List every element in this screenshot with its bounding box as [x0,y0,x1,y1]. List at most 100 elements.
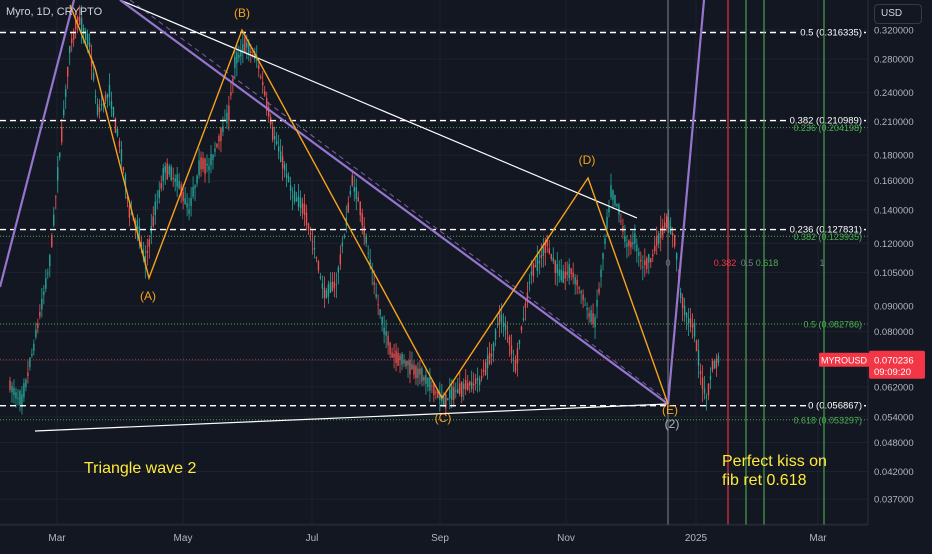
candle-body [536,255,539,271]
price-tag-bg [869,350,925,379]
candle-body [311,241,314,243]
candle-body [618,204,620,215]
candle-body [72,31,75,40]
candle-body [335,284,338,286]
candle-body [331,281,334,291]
candle-body [313,247,316,250]
candle-body [570,268,572,274]
candle-body [128,205,131,218]
candle-body [715,358,718,368]
candle-body [707,383,710,396]
candle-body [289,184,292,192]
candle-body [502,321,505,327]
candle-body [656,236,658,246]
candle-body [606,216,608,230]
candle-body [204,158,206,175]
candle-body [365,235,367,244]
candle-body [341,242,344,247]
candle-body [351,175,353,186]
candle-body [220,127,222,142]
candle-body [339,254,342,265]
candle-body [27,372,29,377]
candle-body [397,352,399,366]
candle-body [172,177,174,179]
wave-label: (A) [140,289,156,303]
candle-body [689,318,692,327]
candle-body [275,140,278,144]
candle-body [540,255,543,259]
candle-body [242,44,244,52]
candle-body [206,163,208,166]
candle-body [321,283,324,289]
candle-body [106,94,109,98]
candle-body [516,348,519,364]
candle-body [327,284,330,297]
candle-body [387,335,389,346]
grid-layer [0,0,868,525]
candle-body [679,292,682,298]
candle-body [437,390,439,399]
candle-body [703,388,706,394]
candle-body [244,38,246,53]
candle-body [474,378,477,384]
candle-body [343,235,346,237]
candle-body [423,377,425,381]
candle-body [100,104,103,106]
candle-body [544,242,547,253]
candle-body [144,255,147,266]
candle-body [297,196,300,208]
candle-body [273,136,276,140]
candle-body [218,136,220,142]
candle-body [572,272,574,278]
candle-body [90,56,93,67]
candle-body [166,163,168,180]
candle-body [556,263,558,274]
candle-body [584,304,586,306]
time-tick-label: Nov [557,533,575,544]
price-tick-label: 0.090000 [874,301,914,312]
candle-body [683,305,686,315]
candle-body [713,360,716,369]
time-axis-bg [0,525,868,550]
fib-level-label: 0.236 (0.127831) [790,225,862,236]
candle-body [194,185,196,189]
currency-button[interactable]: USD [874,4,922,24]
candle-body [88,42,91,48]
candle-body [508,336,511,346]
candle-body [76,16,79,21]
fib-level-label: 0.382 (0.123935) [793,232,862,242]
candle-body [407,360,409,366]
price-tick-label: 0.140000 [874,205,914,216]
candle-body [480,376,483,379]
candle-body [646,258,648,269]
candles-layer [9,5,720,417]
candle-body [574,277,576,284]
candle-body [170,166,172,181]
candle-body [162,168,164,182]
candle-body [421,368,423,382]
candle-body [67,66,69,77]
candle-body [188,209,190,214]
candle-body [413,365,415,375]
candle-body [41,298,43,310]
candle-body [667,220,670,233]
candle-body [130,213,133,215]
candle-body [461,381,463,398]
candle-body [246,42,248,48]
candle-body [411,363,413,370]
price-tick-label: 0.180000 [874,151,914,162]
fib-label-bg [787,223,864,237]
candle-body [116,129,119,136]
candle-body [256,57,258,61]
price-tick-label: 0.120000 [874,239,914,250]
candle-body [697,350,700,366]
time-fib-label: 0 [665,258,670,268]
candle-body [152,216,154,227]
price-tick-label: 0.042000 [874,467,914,478]
candle-body [566,271,568,275]
candle-body [293,191,296,202]
candle-body [250,51,252,54]
time-tick-label: Mar [48,533,66,544]
